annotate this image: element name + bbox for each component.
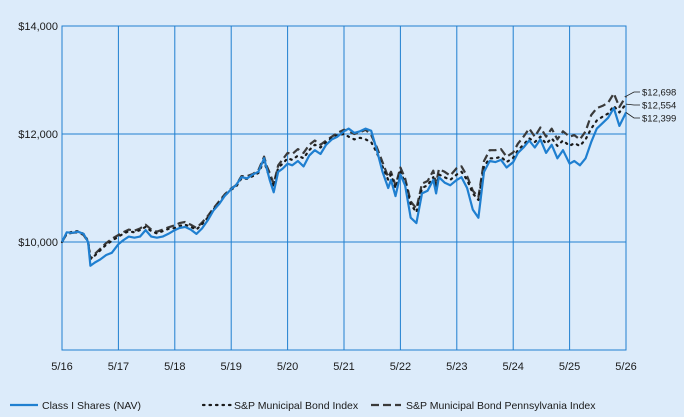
x-tick-label: 5/20	[277, 361, 298, 373]
end-value-labels: $12,698 $12,554 $12,399	[625, 88, 676, 125]
x-tick-label: 5/21	[333, 361, 354, 373]
x-tick-label: 5/17	[108, 361, 129, 373]
end-value-label: $12,698	[642, 88, 676, 99]
legend-label: S&P Municipal Bond Index	[234, 400, 359, 412]
end-value-label: $12,399	[642, 114, 676, 125]
end-label-leader	[625, 112, 640, 119]
y-tick-label: $12,000	[18, 129, 58, 141]
series-line-dashed	[61, 92, 627, 261]
x-tick-label: 5/22	[390, 361, 411, 373]
x-axis-ticks: 5/16 5/17 5/18 5/19 5/20 5/21 5/22 5/23 5/24 5/25…	[51, 361, 636, 373]
end-value-label: $12,554	[642, 101, 676, 112]
end-label-leader	[625, 103, 640, 106]
y-axis-ticks: $10,000 $12,000 $14,000	[18, 21, 58, 249]
series-line-solid	[61, 107, 627, 267]
x-tick-label: 5/26	[615, 361, 636, 373]
x-tick-label: 5/18	[164, 361, 185, 373]
series-lines	[60, 92, 628, 267]
grid	[61, 25, 627, 351]
legend-label: S&P Municipal Bond Pennsylvania Index	[406, 400, 596, 412]
x-tick-label: 5/16	[51, 361, 72, 373]
legend-label: Class I Shares (NAV)	[42, 400, 141, 412]
legend: Class I Shares (NAV) S&P Municipal Bond I…	[10, 400, 596, 412]
x-tick-label: 5/25	[559, 361, 580, 373]
x-tick-label: 5/24	[502, 361, 523, 373]
y-tick-label: $14,000	[18, 21, 58, 33]
end-label-leader	[625, 91, 640, 97]
x-tick-label: 5/19	[220, 361, 241, 373]
y-tick-label: $10,000	[18, 237, 58, 249]
x-tick-label: 5/23	[446, 361, 467, 373]
